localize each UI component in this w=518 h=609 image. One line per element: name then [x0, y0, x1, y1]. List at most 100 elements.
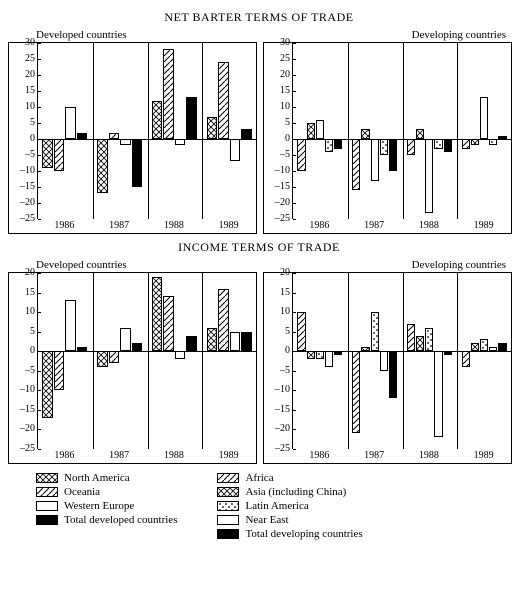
y-tick-label: 5 [30, 327, 35, 337]
bar [97, 351, 107, 367]
year-separator [148, 43, 149, 219]
year-separator [148, 273, 149, 449]
y-tick-label: –25 [20, 214, 35, 224]
year-separator [202, 273, 203, 449]
legend-label: Total developing countries [245, 528, 362, 540]
bar [407, 324, 415, 351]
y-tick-label: 15 [280, 86, 290, 96]
y-tick-label: 20 [25, 70, 35, 80]
bar [489, 139, 497, 145]
legend-item: Africa [217, 472, 362, 484]
bar [218, 62, 228, 139]
bar [416, 336, 424, 352]
legend-label: Oceania [64, 486, 100, 498]
bar [480, 339, 488, 351]
x-tick-label: 1986 [37, 449, 92, 463]
y-tick-label: 0 [285, 346, 290, 356]
bar [434, 351, 442, 437]
y-axis: –25–20–15–10–505101520 [9, 273, 37, 463]
y-tick-label: 15 [280, 288, 290, 298]
bar [97, 139, 107, 193]
bar [489, 347, 497, 351]
y-tick-label: –25 [20, 444, 35, 454]
bar [498, 136, 506, 139]
x-tick-label: 1988 [147, 449, 202, 463]
bar [352, 351, 360, 433]
bar [407, 139, 415, 155]
bar [316, 351, 324, 359]
legend-column: Africa Asia (including China) Latin Americ… [217, 472, 362, 540]
x-tick-label: 1988 [147, 219, 202, 233]
panel-title: Developing countries [263, 259, 510, 271]
panel-title: Developing countries [263, 29, 510, 41]
y-tick-label: –20 [20, 424, 35, 434]
bar [389, 139, 397, 171]
y-tick-label: –15 [20, 182, 35, 192]
x-tick-label: 1987 [347, 449, 402, 463]
bar [334, 351, 342, 355]
bar [462, 351, 470, 367]
legend-item: Oceania [36, 486, 177, 498]
year-separator [403, 43, 404, 219]
y-tick-label: 15 [25, 86, 35, 96]
bar [175, 351, 185, 359]
bar [186, 97, 196, 139]
year-separator [403, 273, 404, 449]
year-separator [93, 43, 94, 219]
bar-chart: –25–20–15–10–5051015201986198719881989 [263, 272, 512, 464]
x-axis: 1986198719881989 [37, 219, 256, 233]
y-tick-label: –5 [280, 150, 290, 160]
chart-panel: Developed countries–25–20–15–10–50510152… [8, 259, 255, 464]
legend-item: Asia (including China) [217, 486, 362, 498]
bar [425, 328, 433, 351]
y-tick-label: –10 [20, 166, 35, 176]
legend: North America Oceania Western Europe Total … [8, 472, 510, 540]
x-axis: 1986198719881989 [292, 449, 511, 463]
legend-label: Latin America [245, 500, 308, 512]
legend-swatch [217, 529, 239, 539]
bar [352, 139, 360, 190]
bar [65, 107, 75, 139]
bar [425, 139, 433, 213]
bar [109, 351, 119, 363]
x-tick-label: 1989 [456, 219, 511, 233]
x-tick-label: 1987 [92, 219, 147, 233]
bar [389, 351, 397, 398]
y-tick-label: 10 [25, 307, 35, 317]
bar [241, 332, 251, 352]
chart-panel: Developing countries–25–20–15–10–5051015… [263, 259, 510, 464]
bar [444, 139, 452, 152]
legend-item: North America [36, 472, 177, 484]
y-tick-label: 15 [25, 288, 35, 298]
bar [297, 139, 305, 171]
y-tick-label: –10 [275, 166, 290, 176]
plot-area [37, 273, 256, 449]
legend-item: Total developed countries [36, 514, 177, 526]
y-tick-label: 5 [30, 118, 35, 128]
x-axis: 1986198719881989 [37, 449, 256, 463]
legend-column: North America Oceania Western Europe Total … [36, 472, 177, 540]
bar [380, 351, 388, 371]
x-tick-label: 1986 [292, 219, 347, 233]
panel-row: Developed countries–25–20–15–10–50510152… [8, 29, 510, 234]
bar [371, 139, 379, 181]
legend-item: Western Europe [36, 500, 177, 512]
legend-swatch [217, 487, 239, 497]
bar [307, 123, 315, 139]
bar [361, 129, 369, 139]
y-tick-label: 10 [25, 102, 35, 112]
y-tick-label: –15 [275, 405, 290, 415]
plot-area [292, 43, 511, 219]
y-tick-label: –15 [275, 182, 290, 192]
panel-title: Developed countries [8, 259, 255, 271]
year-separator [348, 43, 349, 219]
y-tick-label: 20 [280, 268, 290, 278]
bar [230, 332, 240, 352]
bar [361, 347, 369, 351]
year-separator [457, 43, 458, 219]
bar [480, 97, 488, 139]
y-tick-label: 20 [25, 268, 35, 278]
legend-label: Near East [245, 514, 288, 526]
bar [444, 351, 452, 355]
y-tick-label: 30 [25, 38, 35, 48]
